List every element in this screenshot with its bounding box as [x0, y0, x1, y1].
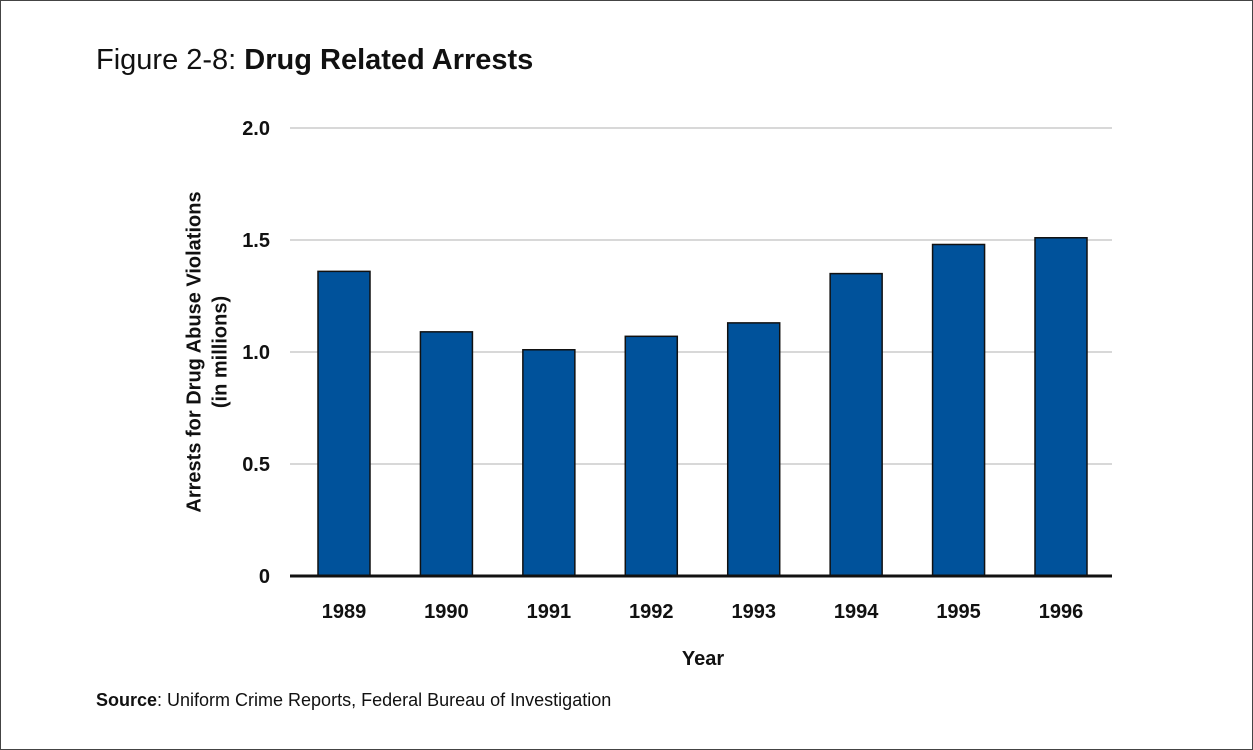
y-tick-label: 0 — [259, 566, 270, 588]
y-tick-label: 0.5 — [242, 454, 270, 476]
x-tick-label: 1994 — [834, 601, 879, 623]
x-tick-label: 1992 — [629, 601, 674, 623]
x-tick-label: 1990 — [424, 601, 469, 623]
y-axis-label: Arrests for Drug Abuse Violations — [183, 191, 205, 512]
bar-1990 — [419, 331, 474, 577]
bars — [317, 237, 1088, 577]
bar-1991 — [522, 349, 576, 577]
bar-1995 — [931, 243, 986, 577]
x-tick-label: 1993 — [731, 601, 776, 623]
source-label: Source — [96, 690, 158, 710]
source-note: Source: Uniform Crime Reports, Federal B… — [96, 690, 611, 711]
y-tick-label: 1.0 — [242, 342, 270, 364]
figure-title-text: Drug Related Arrests — [244, 44, 534, 76]
bar-1989 — [317, 270, 371, 577]
x-tick-label: 1991 — [527, 601, 572, 623]
gridlines — [290, 127, 1112, 465]
y-tick-labels: 0 0.5 1.0 1.5 2.0 — [242, 118, 270, 588]
bar-1992 — [624, 335, 679, 577]
x-tick-label: 1989 — [322, 601, 367, 623]
x-tick-label: 1995 — [936, 601, 981, 623]
y-tick-label: 1.5 — [242, 230, 270, 252]
x-tick-labels: 1989 1990 1991 1992 1993 1994 1995 1996 — [322, 601, 1084, 623]
y-tick-label: 2.0 — [242, 118, 270, 140]
bar-1993 — [726, 322, 781, 577]
figure-prefix: Figure 2-8: — [96, 44, 237, 76]
x-tick-label: 1996 — [1039, 601, 1084, 623]
bar-1996 — [1034, 237, 1088, 577]
figure-title: Figure 2-8: Drug Related Arrests — [96, 44, 533, 77]
source-text: : Uniform Crime Reports, Federal Bureau … — [157, 690, 612, 710]
y-axis-label-units: (in millions) — [209, 296, 231, 408]
bar-1994 — [829, 272, 883, 577]
x-axis-label: Year — [682, 648, 724, 670]
